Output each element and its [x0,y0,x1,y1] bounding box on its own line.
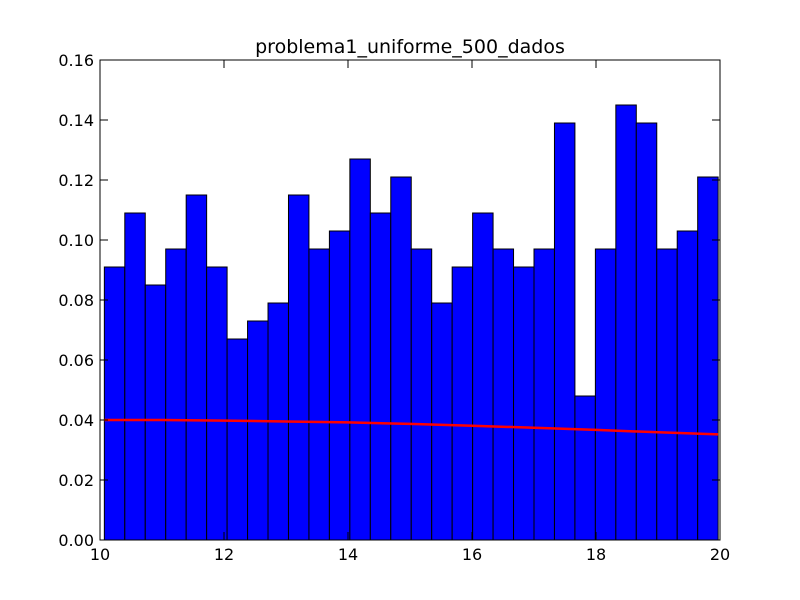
density-curve [104,418,719,436]
x-tick-label: 10 [90,545,110,564]
histogram-bar [390,176,412,541]
histogram-bar [615,104,637,541]
histogram-bar [308,248,330,541]
histogram-bar [513,266,535,541]
x-tick-label: 18 [586,545,606,564]
histogram-bar [287,194,310,541]
histogram-bar [553,122,576,541]
y-tick-label: 0.12 [58,171,94,190]
y-tick-label: 0.02 [58,471,94,490]
bar-series [103,104,719,541]
histogram-bar [124,212,146,541]
histogram-bar [369,212,392,541]
plot-axes: 10 12 14 16 18 20 0.00 0.02 0.04 0.06 0.08 0.10 0.12… [58,51,730,564]
histogram-bar [144,284,167,541]
histogram-bar [594,248,617,541]
histogram-bar [185,194,208,541]
x-tick-label: 12 [214,545,234,564]
histogram-bar [656,248,678,541]
histogram-bar [635,122,658,541]
y-tick-label: 0.08 [58,291,94,310]
density-curve-layer [104,418,719,436]
y-tick-label: 0.10 [58,231,94,250]
histogram-bar [328,230,351,541]
y-tick-label: 0.16 [58,51,94,70]
y-tick-label: 0.06 [58,351,94,370]
chart-title: problema1_uniforme_500_dados [255,36,565,58]
histogram-bar [226,338,249,541]
y-tick-label: 0.04 [58,411,94,430]
y-tick-label: 0.00 [58,531,94,550]
histogram-bar [349,158,371,541]
histogram-bar [533,248,555,541]
histogram-bar [492,248,515,541]
x-tick-label: 16 [462,545,482,564]
histogram-bar [574,395,596,541]
histogram-bar [206,266,228,541]
histogram-bar [431,302,453,541]
histogram-bar [451,266,474,541]
histogram-bar [165,248,187,541]
x-tick-label: 14 [338,545,358,564]
x-tick-label: 20 [710,545,730,564]
y-tick-label: 0.14 [58,111,94,130]
histogram-bar [676,230,699,541]
histogram-bar [697,176,719,541]
histogram-bar [247,320,269,541]
histogram-bar [410,248,433,541]
histogram-bar [472,212,494,541]
histogram-bar [103,266,126,541]
